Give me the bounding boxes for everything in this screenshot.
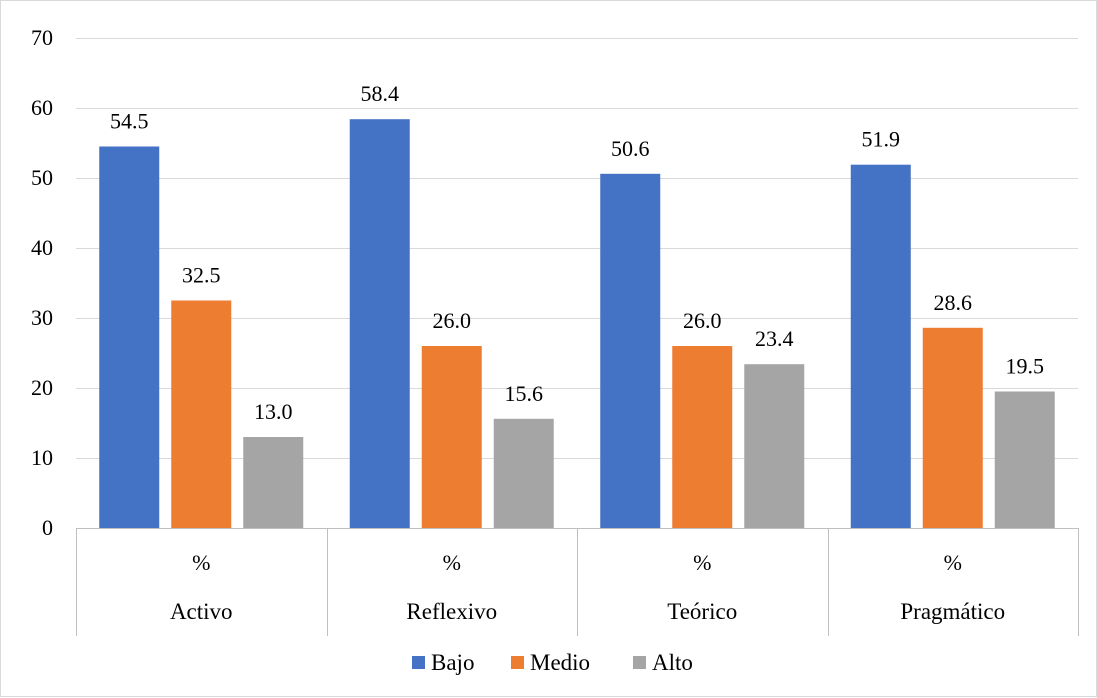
x-tick-sublabel: % — [443, 550, 461, 575]
y-tick-label: 60 — [31, 95, 53, 120]
y-tick-label: 40 — [31, 235, 53, 260]
x-tick-sublabel: % — [693, 550, 711, 575]
x-tick-label: Pragmático — [900, 599, 1005, 624]
data-label: 26.0 — [683, 308, 722, 333]
bar-bajo-reflexivo — [349, 119, 410, 528]
data-label: 51.9 — [862, 127, 901, 152]
bar-alto-activo — [243, 437, 304, 528]
data-label: 32.5 — [182, 263, 221, 288]
bar-alto-reflexivo — [493, 418, 554, 528]
data-label: 15.6 — [505, 381, 544, 406]
bar-medio-pragmático — [922, 327, 983, 528]
data-label: 50.6 — [611, 136, 650, 161]
y-tick-label: 50 — [31, 165, 53, 190]
y-tick-label: 70 — [31, 25, 53, 50]
legend-label-medio: Medio — [530, 650, 590, 675]
legend-label-bajo: Bajo — [431, 650, 474, 675]
data-label: 13.0 — [254, 399, 293, 424]
data-label: 26.0 — [433, 308, 472, 333]
y-tick-label: 0 — [42, 515, 53, 540]
x-tick-label: Reflexivo — [406, 599, 497, 624]
bar-medio-activo — [171, 300, 232, 528]
data-label: 19.5 — [1006, 354, 1045, 379]
bar-alto-teórico — [744, 364, 805, 528]
bar-medio-teórico — [672, 346, 733, 528]
x-tick-sublabel: % — [192, 550, 210, 575]
bar-alto-pragmático — [994, 391, 1055, 528]
legend-swatch-alto — [633, 656, 646, 669]
legend-swatch-bajo — [412, 656, 425, 669]
bar-bajo-teórico — [600, 173, 661, 529]
data-label: 28.6 — [934, 290, 973, 315]
data-label: 23.4 — [755, 326, 794, 351]
legend-label-alto: Alto — [652, 650, 693, 675]
bar-bajo-activo — [99, 146, 160, 528]
x-tick-label: Teórico — [667, 599, 737, 624]
y-tick-label: 30 — [31, 305, 53, 330]
legend: Bajo Medio Alto — [412, 650, 693, 675]
bar-medio-reflexivo — [421, 346, 482, 528]
y-tick-label: 10 — [31, 445, 53, 470]
data-label: 58.4 — [361, 81, 400, 106]
y-tick-label: 20 — [31, 375, 53, 400]
x-tick-label: Activo — [170, 599, 233, 624]
data-label: 54.5 — [110, 109, 149, 134]
bar-bajo-pragmático — [850, 164, 911, 528]
legend-swatch-medio — [511, 656, 524, 669]
x-tick-sublabel: % — [944, 550, 962, 575]
